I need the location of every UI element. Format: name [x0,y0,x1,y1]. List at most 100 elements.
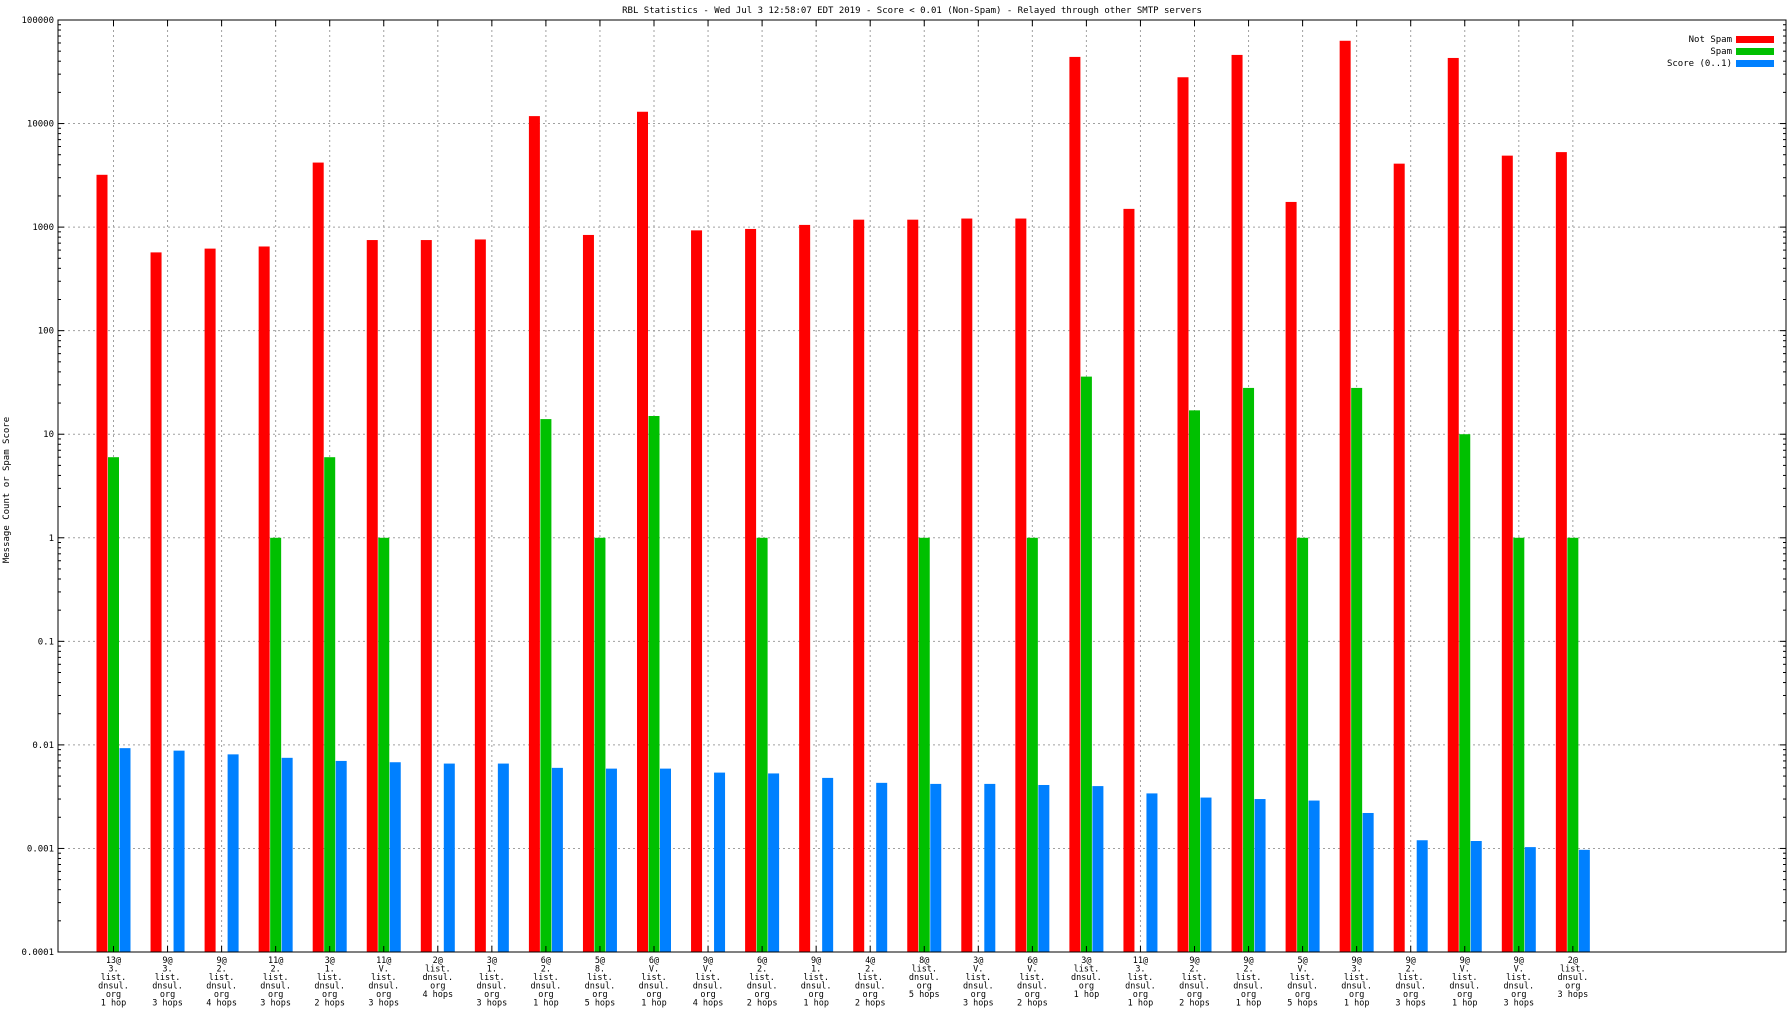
x-tick-label-line: V. [703,965,713,975]
bar-spam [1189,410,1200,952]
x-tick-label-line: 4 hops [693,999,724,1009]
x-tick-label-line: dnsul. [801,982,832,992]
x-tick-label-line: 4@ [865,956,875,966]
bar-not-spam [312,162,324,952]
x-tick-label-line: org [1511,990,1526,1000]
y-tick-label: 10000 [27,120,54,130]
bar-score-0-1 [822,777,834,952]
bar-not-spam [1069,56,1081,952]
x-tick-label-line: 2 hops [747,999,778,1009]
x-tick-label: 3@ 1. list. dnsul. org 2 hops [314,956,345,1008]
x-tick-label-line: org [1457,990,1472,1000]
bar-not-spam [366,240,378,953]
x-tick-label-line: 9@ [1243,956,1253,966]
bar-not-spam [907,219,919,952]
x-tick-label-line: org [700,990,715,1000]
x-tick-label-line: list. [1344,973,1370,983]
x-tick-label: 2@ list. dnsul. org 4 hops [422,956,453,1000]
x-tick-label-line: 2. [1243,965,1253,975]
x-tick-label-line: dnsul. [1395,982,1426,992]
x-tick-label-line: 9@ [1352,956,1362,966]
x-tick-label: 8@ list. dnsul. org 5 hops [909,956,940,1000]
bar-score-0-1 [605,768,617,952]
x-tick-label-line: org [1295,990,1310,1000]
x-tick-label: 3@ V. list. dnsul. org 3 hops [963,956,994,1008]
x-tick-label-line: 5 hops [1287,999,1318,1009]
x-tick-label-line: 11@ [1133,956,1148,966]
x-tick-label: 6@ 2. list. dnsul. org 1 hop [531,956,562,1008]
x-tick-label-line: dnsul. [1017,982,1048,992]
bar-score-0-1 [551,767,563,952]
x-tick-label-line: 1 hop [1128,999,1154,1009]
x-tick-label-line: org [376,990,391,1000]
x-tick-label-line: dnsul. [909,973,940,983]
x-tick-label-line: 9@ [811,956,821,966]
bar-not-spam [853,219,865,952]
bar-score-0-1 [335,760,347,952]
legend-swatch [1736,48,1774,55]
x-tick-label-line: 9@ [703,956,713,966]
x-tick-label-line: 1 hop [1236,999,1262,1009]
x-tick-label-line: dnsul. [747,982,778,992]
bar-spam [648,415,660,952]
x-tick-label-line: 3 hops [368,999,399,1009]
x-tick-label-line: V. [1514,965,1524,975]
bar-score-0-1 [876,782,888,952]
x-tick-label-line: list. [1236,973,1262,983]
x-tick-label-line: org [160,990,175,1000]
x-tick-label-line: 3@ [487,956,497,966]
bar-not-spam [1015,218,1027,953]
x-tick-label: 11@ 3. list. dnsul. org 1 hop [1125,956,1156,1008]
x-tick-label-line: 3@ [1081,956,1091,966]
bar-spam [1026,537,1038,952]
bar-score-0-1 [768,773,780,952]
x-tick-label-line: 3 hops [963,999,994,1009]
x-tick-label-line: dnsul. [98,982,129,992]
x-tick-label-line: 3. [1135,965,1145,975]
bar-not-spam [1339,40,1351,952]
bar-spam [324,457,336,952]
bar-score-0-1 [1416,840,1428,952]
x-tick-label: 6@ V. list. dnsul. org 2 hops [1017,956,1048,1008]
x-tick-label-line: dnsul. [855,982,886,992]
x-tick-label-line: dnsul. [585,982,616,992]
x-tick-label-line: org [1241,990,1256,1000]
bar-spam [1351,387,1363,953]
x-tick-label-line: list. [533,973,559,983]
bar-score-0-1 [660,768,671,952]
y-tick-label: 1 [49,534,54,544]
bar-not-spam [961,218,973,953]
x-tick-label-line: 9@ [1514,956,1524,966]
x-tick-label-line: list. [803,973,829,983]
bar-score-0-1 [227,754,239,952]
x-tick-label-line: list. [1290,973,1316,983]
x-tick-label-line: list. [425,965,451,975]
x-tick-label-line: 2. [541,965,551,975]
x-tick-label-line: 3@ [325,956,335,966]
x-tick-label-line: org [808,990,823,1000]
x-tick-label-line: dnsul. [1233,982,1264,992]
x-tick-label-line: 3 hops [260,999,291,1009]
bar-spam [1459,434,1471,952]
x-tick-label-line: 1 hop [803,999,829,1009]
x-tick-label-line: 5 hops [585,999,616,1009]
bar-series [96,40,1590,953]
y-tick-label: 100000 [21,16,54,26]
x-tick-label-line: 1. [487,965,497,975]
x-tick-label-line: 13@ [106,956,121,966]
legend-label: Spam [1710,47,1732,57]
x-tick-label-line: dnsul. [422,973,453,983]
bar-spam [1243,387,1255,953]
bar-not-spam [528,116,540,953]
bar-spam [1080,376,1092,952]
bar-not-spam [258,246,270,952]
bar-not-spam [1555,152,1567,952]
x-tick-label-line: 9@ [1189,956,1199,966]
x-tick-label-line: 5@ [595,956,605,966]
x-tick-label-line: org [484,990,499,1000]
x-tick-label-line: 5 hops [909,990,940,1000]
x-tick-label-line: org [268,990,283,1000]
x-tick-label-line: 2. [216,965,226,975]
x-tick-label-line: 9@ [1460,956,1470,966]
